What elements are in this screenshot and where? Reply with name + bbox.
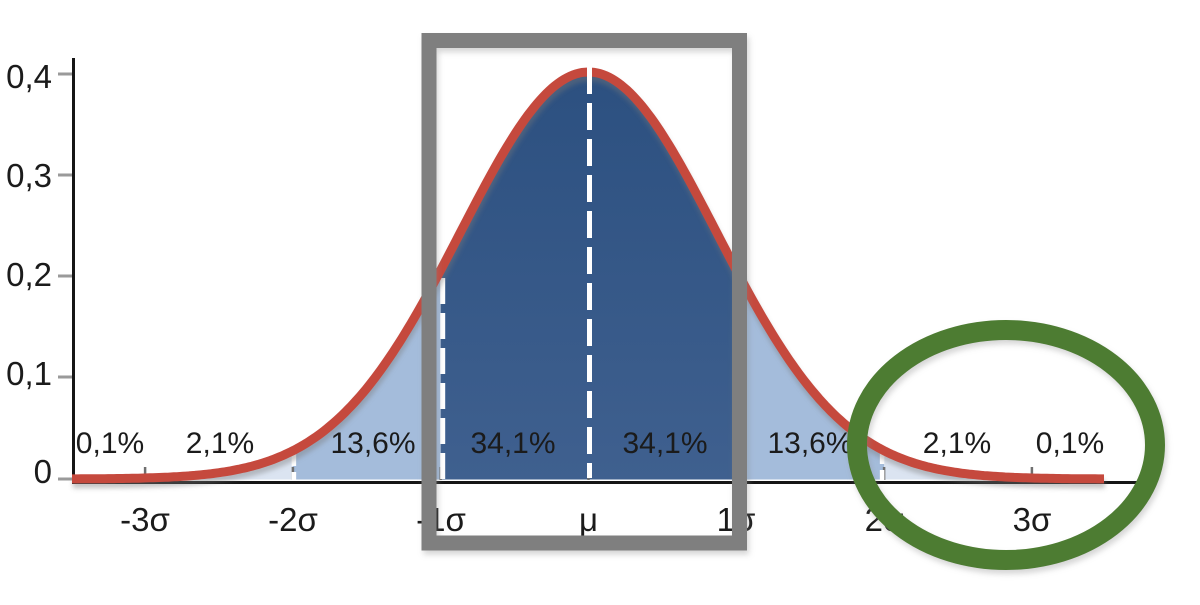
svg-text:0,3: 0,3 bbox=[6, 157, 52, 194]
svg-text:0,1%: 0,1% bbox=[76, 427, 144, 460]
svg-text:13,6%: 13,6% bbox=[767, 427, 852, 460]
svg-text:2,1%: 2,1% bbox=[923, 427, 991, 460]
svg-text:-3σ: -3σ bbox=[120, 501, 170, 538]
svg-text:0,4: 0,4 bbox=[6, 58, 52, 95]
svg-text:13,6%: 13,6% bbox=[330, 427, 415, 460]
svg-text:-2σ: -2σ bbox=[268, 501, 318, 538]
svg-text:0: 0 bbox=[34, 453, 52, 490]
svg-text:μ: μ bbox=[579, 501, 598, 538]
svg-text:0,1%: 0,1% bbox=[1036, 427, 1104, 460]
svg-text:34,1%: 34,1% bbox=[470, 427, 555, 460]
svg-text:34,1%: 34,1% bbox=[622, 427, 707, 460]
svg-text:0,2: 0,2 bbox=[6, 256, 52, 293]
svg-text:2,1%: 2,1% bbox=[186, 427, 254, 460]
svg-text:0,1: 0,1 bbox=[6, 355, 52, 392]
svg-text:3σ: 3σ bbox=[1013, 501, 1052, 538]
